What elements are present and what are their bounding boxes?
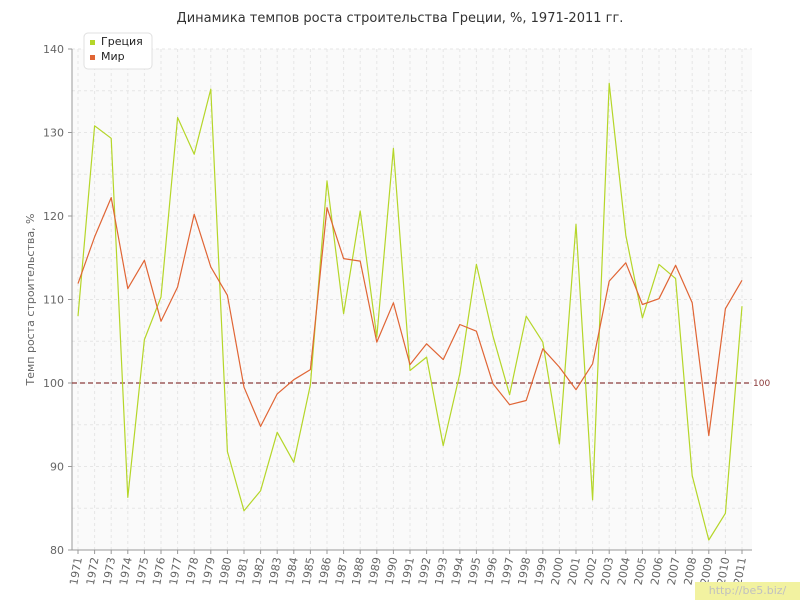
x-tick-label: 1992 [416,556,434,586]
x-tick-label: 2009 [698,556,716,586]
y-tick-label: 140 [43,43,64,56]
x-tick-label: 2003 [598,556,616,586]
x-tick-label: 1990 [383,556,401,586]
x-tick-label: 2002 [582,556,600,586]
x-tick-label: 2008 [681,556,699,586]
x-tick-label: 1985 [300,556,318,586]
y-tick-label: 120 [43,210,64,223]
reference-line-label: 100 [753,379,770,389]
y-tick-label: 90 [50,461,64,474]
x-tick-label: 2004 [615,556,633,586]
x-tick-label: 1982 [250,556,268,586]
x-tick-label: 1974 [117,556,135,586]
x-tick-label: 1988 [349,556,367,586]
legend-label: Греция [101,35,143,48]
x-tick-label: 1979 [200,556,218,586]
x-tick-label: 1981 [233,556,251,586]
x-tick-label: 1997 [499,556,517,586]
x-tick-label: 2000 [549,556,567,586]
y-tick-label: 130 [43,127,64,140]
series-line-1 [77,197,743,437]
x-tick-label: 1991 [399,556,417,586]
x-tick-label: 1989 [366,556,384,586]
x-tick-label: 1984 [283,556,301,586]
legend-box [83,32,153,70]
legend-label: Мир [101,50,125,63]
x-tick-label: 2005 [632,556,650,586]
x-tick-label: 1977 [167,556,185,586]
x-tick-label: 2006 [648,556,666,586]
x-tick-label: 1993 [432,556,450,586]
x-tick-label: 1980 [217,556,235,586]
x-tick-label: 2011 [731,556,749,586]
series-line-0 [77,82,743,541]
y-tick-label: 80 [50,544,64,557]
x-tick-label: 2007 [665,556,683,586]
y-tick-label: 110 [43,294,64,307]
legend-swatch [90,55,95,60]
watermark[interactable]: http://be5.biz/ [695,582,800,600]
x-tick-label: 1995 [466,556,484,586]
x-tick-label: 1996 [482,556,500,586]
x-tick-label: 1976 [150,556,168,586]
x-tick-label: 1978 [183,556,201,586]
x-tick-label: 1998 [515,556,533,586]
x-tick-label: 2001 [565,556,583,586]
y-axis-label: Темп роста строительства, % [24,213,37,386]
x-tick-label: 1999 [532,556,550,586]
x-tick-label: 2010 [715,556,733,586]
x-tick-label: 1975 [134,556,152,586]
x-tick-label: 1973 [100,556,118,586]
x-tick-label: 1972 [84,556,102,586]
x-tick-label: 1994 [449,556,467,586]
x-tick-label: 1986 [316,556,334,586]
chart-title: Динамика темпов роста строительства Грец… [177,11,624,26]
legend-swatch [90,40,95,45]
x-tick-label: 1971 [67,556,85,586]
x-tick-label: 1987 [333,556,351,586]
x-tick-label: 1983 [266,556,284,586]
y-tick-label: 100 [43,377,64,390]
